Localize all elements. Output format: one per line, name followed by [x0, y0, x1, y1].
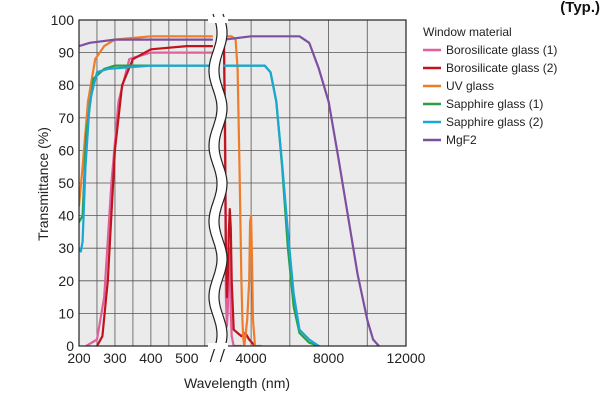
legend-item: Borosilicate glass (1)	[423, 43, 557, 57]
series-line-left	[95, 44, 214, 346]
series-line-left	[79, 35, 214, 207]
series-line-right	[222, 35, 262, 346]
y-tick-label: 60	[58, 142, 74, 158]
y-tick-label: 20	[58, 273, 74, 289]
legend-item: UV glass	[423, 79, 494, 93]
legend: Window material Borosilicate glass (1) Bo…	[423, 25, 557, 147]
legend-title: Window material	[423, 25, 512, 39]
x-tick-label: 200	[67, 350, 91, 366]
x-tick-label: 8000	[313, 350, 344, 366]
x-axis-title: Wavelength (nm)	[184, 375, 290, 391]
chart-title: (Typ.)	[560, 0, 600, 16]
y-tick-label: 80	[58, 77, 74, 93]
axis-break-line	[218, 13, 228, 363]
legend-item: MgF2	[423, 133, 477, 147]
x-tick-label: 4000	[236, 350, 267, 366]
legend-label: Sapphire glass (2)	[446, 115, 543, 129]
y-tick-label: 10	[58, 305, 74, 321]
y-tick-label: 100	[51, 12, 75, 28]
series-line-right	[222, 64, 320, 346]
legend-item: Borosilicate glass (2)	[423, 61, 557, 75]
y-tick-label: 90	[58, 45, 74, 61]
x-tick-label: 300	[103, 350, 127, 366]
legend-label: UV glass	[446, 79, 494, 93]
legend-label: MgF2	[446, 133, 477, 147]
axis-break-gap-top	[208, 17, 228, 23]
legend-label: Borosilicate glass (1)	[446, 43, 557, 57]
y-tick-label: 30	[58, 240, 74, 256]
x-tick-label: 500	[175, 350, 199, 366]
series-line-left	[79, 38, 214, 48]
x-tick-label: 12000	[387, 350, 426, 366]
legend-item: Sapphire glass (2)	[423, 115, 543, 129]
series-line-5	[79, 64, 320, 346]
legend-label: Borosilicate glass (2)	[446, 61, 557, 75]
series-line-right	[222, 35, 380, 346]
x-tick-label: 400	[139, 350, 163, 366]
y-tick-label: 40	[58, 208, 74, 224]
axis-break-band	[209, 14, 227, 362]
series-line-3	[79, 35, 262, 346]
legend-item: Sapphire glass (1)	[423, 97, 543, 111]
series-line-6	[79, 35, 380, 346]
y-tick-label: 70	[58, 110, 74, 126]
y-tick-label: 0	[66, 338, 74, 354]
series-line-left	[79, 64, 214, 253]
axis-break-gap-bottom	[208, 343, 228, 349]
y-axis-title: Transmittance (%)	[35, 127, 51, 241]
legend-label: Sapphire glass (1)	[446, 97, 543, 111]
y-tick-label: 50	[58, 175, 74, 191]
axis-break-line	[208, 13, 218, 363]
series-line-left	[85, 51, 214, 346]
plot-frame	[78, 19, 407, 347]
